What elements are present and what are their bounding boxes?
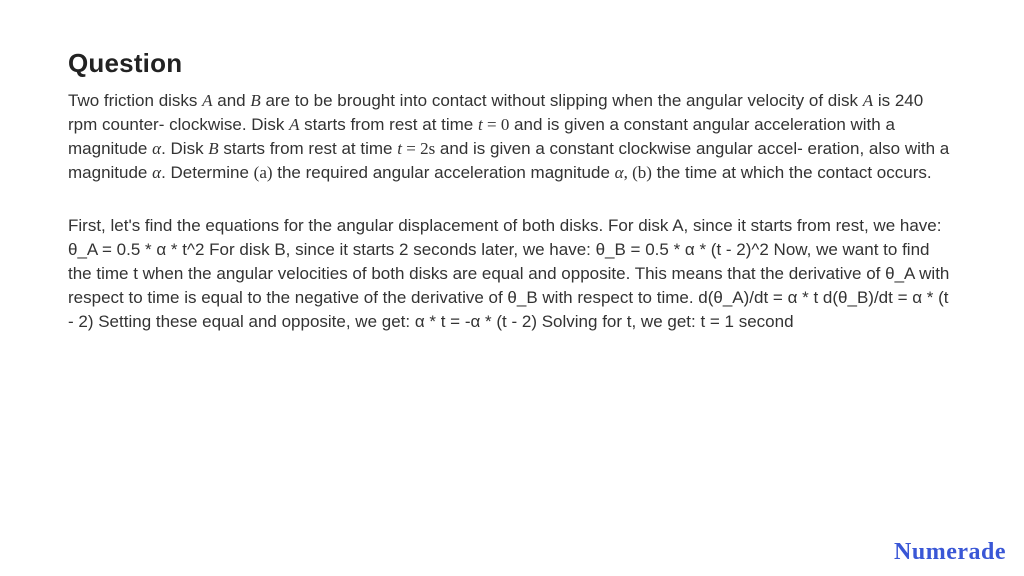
math-var: B — [250, 91, 260, 110]
text: Two friction disks — [68, 91, 202, 110]
text: the time at which the contact occurs. — [652, 163, 932, 182]
math-paren: (b) — [632, 163, 652, 182]
math-var: A — [202, 91, 212, 110]
text: and — [213, 91, 251, 110]
text: . Disk — [161, 139, 208, 158]
math-paren: (a) — [254, 163, 273, 182]
question-heading: Question — [68, 48, 956, 79]
solution-body: First, let's find the equations for the … — [68, 214, 956, 335]
math-op: = — [483, 115, 501, 134]
math-var: A — [863, 91, 873, 110]
math-var: α — [152, 163, 161, 182]
math-var: α — [615, 163, 624, 182]
question-body: Two friction disks A and B are to be bro… — [68, 89, 956, 186]
math-comma: , — [624, 163, 633, 182]
math-var: α — [152, 139, 161, 158]
text: the required angular acceleration magnit… — [273, 163, 615, 182]
text: starts from rest at time — [299, 115, 478, 134]
content-card: Question Two friction disks A and B are … — [0, 0, 1024, 334]
brand-logo: Numerade — [894, 539, 1006, 566]
math-num: 2 — [420, 139, 429, 158]
text: starts from rest at time — [219, 139, 398, 158]
math-op: = — [402, 139, 420, 158]
text: are to be brought into contact without s… — [261, 91, 863, 110]
math-var: A — [289, 115, 299, 134]
math-var: B — [208, 139, 218, 158]
text: . Determine — [161, 163, 254, 182]
